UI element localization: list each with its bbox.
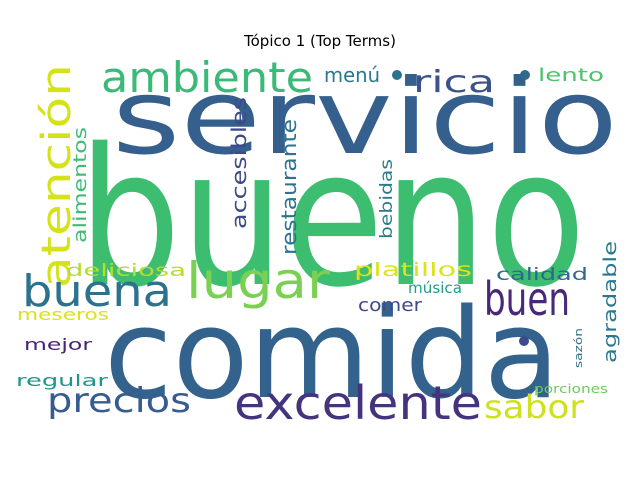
word-platillos: platillos [354,259,472,281]
word-accesibles: accesibles [227,97,251,229]
word-comer: comer [358,295,423,316]
word-restaurante: restaurante [277,119,301,255]
word-musica: música [408,279,462,297]
word-sabor: sabor [484,388,585,426]
word-mejor: mejor [24,335,93,354]
dot-mark [392,70,402,80]
word-alimentos: alimentos [70,127,91,243]
word-lugar: lugar [186,252,330,310]
word-bebidas: bebidas [377,159,397,239]
word-agradable: agradable [600,241,621,363]
word-atencion: atención [34,64,80,288]
word-porciones: porciones [534,382,608,396]
word-deliciosa: deliciosa [66,261,186,281]
chart-title: Tópico 1 (Top Terms) [244,32,396,50]
word-buen: buen [484,272,570,326]
word-lento: lento [538,65,604,86]
word-precios: precios [47,381,191,421]
word-calidad: calidad [496,265,588,285]
word-excelente: excelente [234,376,482,430]
word-servicio: servicio [112,56,618,178]
dot-mark [520,70,530,80]
word-rica: rica [413,65,495,100]
word-regular: regular [16,371,109,390]
word-buena: buena [22,266,172,317]
word-ambiente: ambiente [101,53,313,102]
word-meseros: meseros [17,305,109,324]
dot-mark [519,336,529,346]
word-bueno: bueno [78,108,586,329]
word-comida: comida [104,283,560,427]
word-menu: menú [324,63,380,87]
word-sazon: sazón [572,328,585,368]
